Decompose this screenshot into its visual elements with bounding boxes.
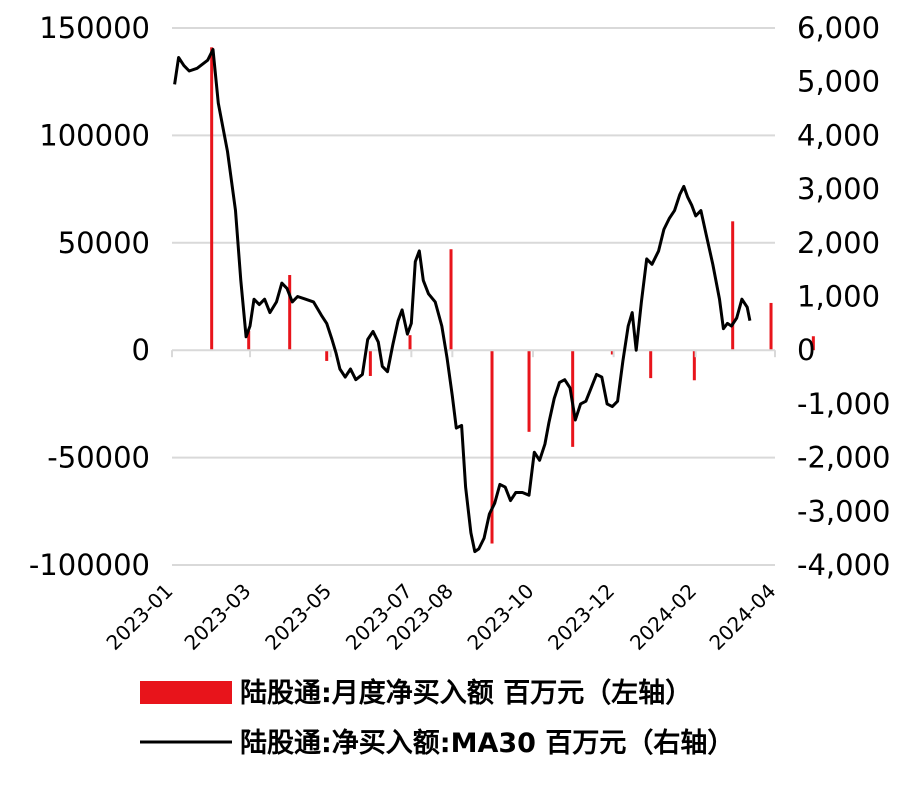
bar (811, 336, 815, 351)
right-tick-label: 6,000 (797, 11, 880, 45)
legend-line-label: 陆股通:净买入额:MA30 百万元（右轴） (240, 728, 734, 759)
legend-bar-swatch (140, 681, 232, 704)
right-tick-label: -2,000 (797, 441, 891, 475)
bar (527, 350, 531, 432)
bar (210, 47, 214, 351)
right-tick-label: 0 (797, 333, 815, 367)
left-tick-label: 100000 (39, 118, 150, 152)
bar (368, 350, 372, 376)
right-tick-label: -4,000 (797, 548, 891, 582)
x-tick-label: 2023-01 (101, 579, 177, 655)
left-tick-label: -50000 (47, 441, 150, 475)
right-tick-label: -1,000 (797, 387, 891, 421)
bar (325, 350, 329, 361)
left-axis-ticks: 150000 100000 50000 0 -50000 -100000 (29, 11, 150, 582)
bar (769, 302, 773, 351)
left-tick-label: 150000 (39, 11, 150, 45)
axis-lines (171, 349, 776, 358)
left-tick-label: 0 (132, 333, 150, 367)
x-tick-label: 2023-05 (260, 579, 336, 655)
right-tick-label: 1,000 (797, 280, 880, 314)
ma30-line (173, 48, 752, 554)
right-tick-label: 2,000 (797, 226, 880, 260)
right-axis-ticks: 6,000 5,000 4,000 3,000 2,000 1,000 0 -1,000 -2,… (797, 11, 891, 582)
x-tick-label: 2023-12 (543, 579, 619, 655)
gridlines (172, 27, 775, 566)
left-tick-label: -100000 (29, 548, 150, 582)
bar (247, 330, 251, 351)
right-tick-label: 5,000 (797, 65, 880, 99)
bar (490, 350, 494, 544)
left-tick-label: 50000 (58, 226, 150, 260)
right-tick-label: 3,000 (797, 172, 880, 206)
bar (692, 350, 696, 381)
bar (449, 249, 453, 351)
bar (408, 335, 412, 351)
bar (649, 350, 653, 379)
bar-series (210, 47, 815, 544)
x-tick-label: 2023-03 (179, 579, 255, 655)
legend: 陆股通:月度净买入额 百万元（左轴） 陆股通:净买入额:MA30 百万元（右轴） (140, 677, 734, 759)
bar (610, 350, 614, 355)
right-tick-label: 4,000 (797, 118, 880, 152)
x-tick-label: 2023-10 (462, 579, 538, 655)
bar (288, 275, 292, 351)
x-tick-label: 2024-02 (625, 579, 701, 655)
x-tick-label: 2024-04 (704, 579, 780, 655)
right-tick-label: -3,000 (797, 494, 891, 528)
legend-bar-label: 陆股通:月度净买入额 百万元（左轴） (240, 677, 692, 709)
bar (731, 221, 735, 351)
line-series (173, 48, 752, 554)
